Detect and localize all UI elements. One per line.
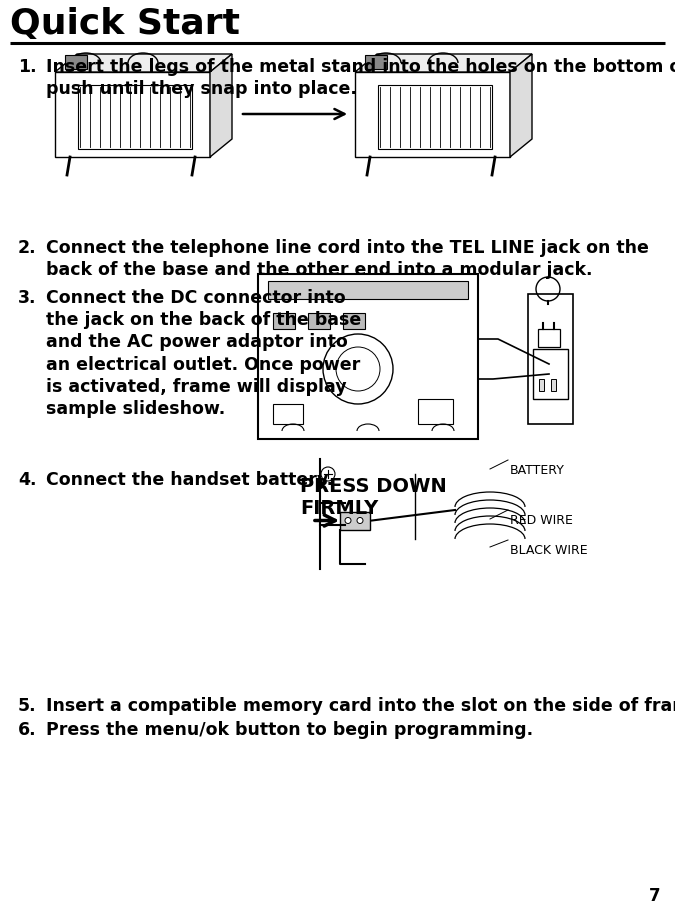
Bar <box>78 85 192 149</box>
Text: BATTERY: BATTERY <box>510 464 565 477</box>
Bar <box>258 274 478 439</box>
Text: 3.: 3. <box>18 289 36 307</box>
Bar <box>308 313 330 329</box>
Bar <box>539 379 544 391</box>
Bar <box>533 349 568 399</box>
Text: RED WIRE: RED WIRE <box>510 514 573 527</box>
Text: 4.: 4. <box>18 471 36 489</box>
Text: Insert the legs of the metal stand into the holes on the bottom of the base,
pus: Insert the legs of the metal stand into … <box>46 58 675 98</box>
Text: 5.: 5. <box>18 697 36 715</box>
Text: Connect the handset battery.: Connect the handset battery. <box>46 471 333 489</box>
Bar <box>551 379 556 391</box>
Circle shape <box>357 517 363 524</box>
Text: 2.: 2. <box>18 239 36 257</box>
Polygon shape <box>55 54 232 72</box>
Polygon shape <box>355 72 510 157</box>
Bar <box>528 294 573 424</box>
Text: BLACK WIRE: BLACK WIRE <box>510 544 588 557</box>
Text: 7: 7 <box>649 887 660 905</box>
Polygon shape <box>55 72 210 157</box>
Polygon shape <box>210 54 232 157</box>
Text: PRESS DOWN
FIRMLY: PRESS DOWN FIRMLY <box>300 477 447 518</box>
Bar <box>538 329 560 347</box>
Polygon shape <box>510 54 532 157</box>
Text: Quick Start: Quick Start <box>10 7 240 41</box>
Polygon shape <box>355 54 532 72</box>
Bar <box>343 313 365 329</box>
Text: 6.: 6. <box>18 721 36 739</box>
Text: 1.: 1. <box>18 58 36 76</box>
Circle shape <box>345 517 351 524</box>
Text: Insert a compatible memory card into the slot on the side of frame.: Insert a compatible memory card into the… <box>46 697 675 715</box>
Text: Press the menu/ok button to begin programming.: Press the menu/ok button to begin progra… <box>46 721 533 739</box>
Bar <box>365 55 387 69</box>
Text: Connect the DC connector into
the jack on the back of the base
and the AC power : Connect the DC connector into the jack o… <box>46 289 361 418</box>
Bar <box>273 404 303 424</box>
Bar <box>418 399 453 424</box>
Bar <box>378 85 492 149</box>
Bar <box>65 55 87 69</box>
Bar <box>268 281 468 299</box>
Text: Connect the telephone line cord into the TEL LINE jack on the
back of the base a: Connect the telephone line cord into the… <box>46 239 649 279</box>
Bar <box>340 512 370 529</box>
Bar <box>273 313 295 329</box>
